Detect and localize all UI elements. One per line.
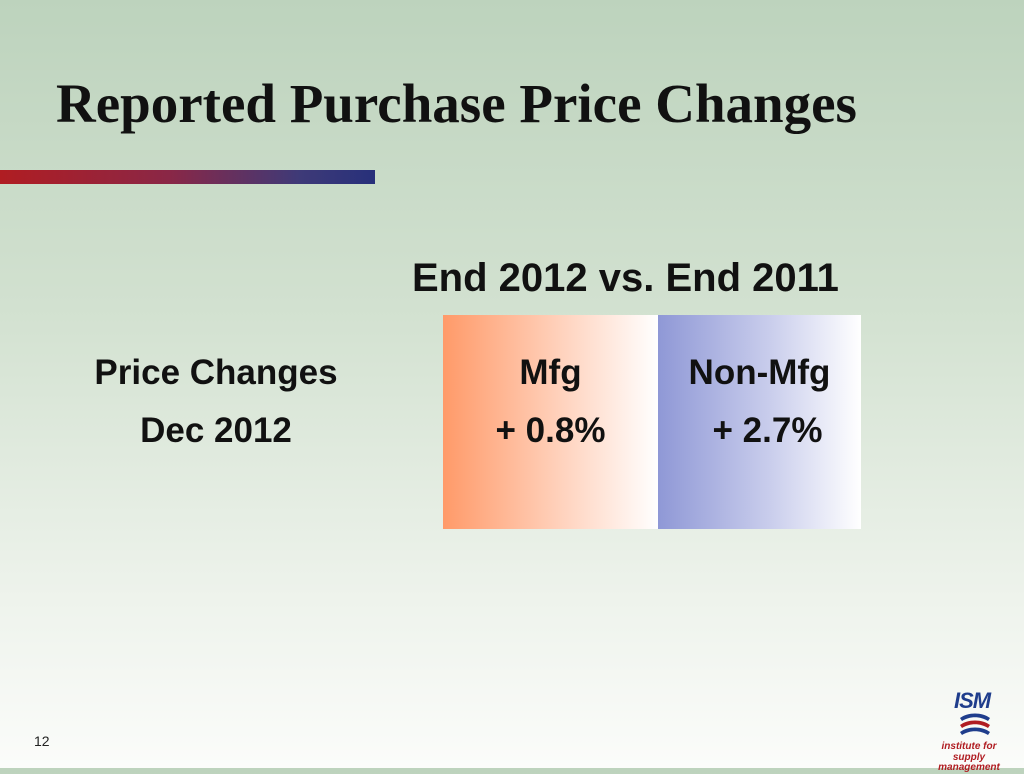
nonmfg-column-header: Non-Mfg bbox=[688, 353, 831, 392]
mfg-column-box: Mfg + 0.8% bbox=[443, 315, 658, 529]
mfg-column-header: Mfg bbox=[519, 353, 582, 392]
ism-logo: ISM institute for supply management bbox=[930, 688, 1008, 773]
ism-logo-wordmark: ISM bbox=[954, 688, 991, 713]
nonmfg-column-box: Non-Mfg + 2.7% bbox=[658, 315, 861, 529]
ism-tagline-line2: supply management bbox=[938, 751, 1000, 773]
ism-logo-tagline: institute for supply management bbox=[930, 741, 1008, 774]
slide-number: 12 bbox=[34, 733, 50, 749]
row-label-period: Dec 2012 bbox=[140, 411, 292, 450]
ism-tagline-line1: institute for bbox=[941, 741, 997, 752]
comparison-subtitle: End 2012 vs. End 2011 bbox=[412, 256, 839, 300]
ism-swoosh-icon bbox=[960, 713, 990, 735]
title-underline-bar bbox=[0, 170, 375, 184]
row-label-price-changes: Price Changes bbox=[94, 353, 338, 392]
slide-title: Reported Purchase Price Changes bbox=[56, 73, 857, 134]
mfg-column-value: + 0.8% bbox=[495, 411, 606, 450]
nonmfg-column-value: + 2.7% bbox=[712, 411, 823, 450]
